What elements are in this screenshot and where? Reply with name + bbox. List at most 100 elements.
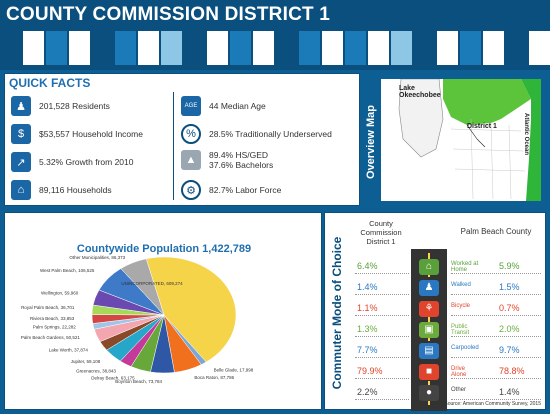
district-value: 6.4% (357, 261, 378, 271)
county-value: 1.4% (499, 387, 520, 397)
fact-residents: ♟ 201,528 Residents (11, 96, 110, 116)
row-divider (451, 273, 541, 274)
commuter-panel: Commuter Mode of Choice County Commissio… (324, 212, 546, 411)
header-tile (414, 31, 435, 65)
commuter-side-title-wrap: Commuter Mode of Choice (327, 213, 347, 411)
header-tile (276, 31, 297, 65)
mode-label: Public Transit (451, 324, 470, 336)
district-pointer (466, 124, 486, 148)
row-divider (355, 399, 409, 400)
row-divider (451, 336, 541, 337)
fact-text: $53,557 Household Income (39, 129, 143, 139)
pie-label: Palm Springs, 22,282 (33, 324, 77, 329)
header-tile (184, 31, 205, 65)
overview-label: Overview Map (365, 105, 377, 179)
header-tile (506, 31, 527, 65)
fact-underserved: % 28.5% Traditionally Underserved (181, 124, 332, 144)
header-tile (253, 31, 274, 65)
pie-label: Wellington, 59,960 (41, 290, 79, 295)
commuter-side-title: Commuter Mode of Choice (330, 236, 344, 390)
header-tile (115, 31, 136, 65)
quick-facts-divider (173, 92, 174, 200)
fact-text: 28.5% Traditionally Underserved (209, 129, 332, 139)
header-tile (46, 31, 67, 65)
county-value: 78.8% (499, 366, 525, 376)
mode-label: Drive Alone (451, 366, 467, 378)
header-tile (391, 31, 412, 65)
pie-label: Boynton Beach, 73,784 (115, 379, 162, 384)
row-divider (355, 357, 409, 358)
fact-text: 44 Median Age (209, 101, 266, 111)
growth-chart-icon: ↗ (11, 152, 31, 172)
header-tiles (0, 31, 550, 65)
pie-label: Jupiter, 59,108 (71, 359, 101, 364)
mode-label: Bicycle (451, 303, 471, 309)
header-tile (529, 31, 550, 65)
pie-label: UNINCORPORATED, 609,274 (121, 281, 183, 286)
header-tile (345, 31, 366, 65)
district-value: 1.1% (357, 303, 378, 313)
header-tile (23, 31, 44, 65)
header-tile (92, 31, 113, 65)
fact-text: 5.32% Growth from 2010 (39, 157, 134, 167)
row-divider (451, 399, 541, 400)
age-icon: AGE (181, 96, 201, 116)
fact-text-bachelors: 37.6% Bachelors (209, 160, 274, 170)
mode-label: Worked at Home (451, 261, 479, 273)
mode-label: Other (451, 387, 467, 393)
header-tile (460, 31, 481, 65)
lake-label: Lake Okeechobee (399, 85, 441, 99)
county-value: 2.0% (499, 324, 520, 334)
header-tile (230, 31, 251, 65)
house-icon: ⌂ (11, 180, 31, 200)
header-tile (207, 31, 228, 65)
district-area (443, 79, 531, 125)
graduation-cap-icon: ▲ (181, 150, 201, 170)
overview-label-wrap: Overview Map (361, 83, 381, 201)
pie-label: Boca Raton, 87,786 (194, 375, 234, 380)
district-value: 2.2% (357, 387, 378, 397)
header: COUNTY COMMISSION DISTRICT 1 (0, 0, 550, 70)
page-title: COUNTY COMMISSION DISTRICT 1 (6, 4, 331, 25)
road-lines (450, 118, 526, 200)
header-tile (299, 31, 320, 65)
countywide-population-panel: Countywide Population 1,422,789 UNINCORP… (4, 212, 322, 410)
row-divider (355, 336, 409, 337)
row-divider (355, 273, 409, 274)
fact-labor-force: ⚙ 82.7% Labor Force (181, 180, 281, 200)
pie-slice (120, 258, 165, 316)
bicycle-icon: ⚘ (419, 301, 439, 317)
row-divider (355, 294, 409, 295)
col-head-district: County Commission District 1 (360, 219, 402, 246)
lake-shape (398, 79, 444, 158)
other-vehicle-icon: ● (419, 385, 439, 401)
col-head-county: Palm Beach County (460, 227, 532, 236)
overview-map: Lake Okeechobee District 1 Atlantic Ocea… (381, 79, 541, 201)
data-source: Data Source: American Community Survey, … (432, 401, 541, 407)
pie-label: Belle Glade, 17,998 (214, 368, 254, 373)
fact-median-age: AGE 44 Median Age (181, 96, 266, 116)
county-value: 5.9% (499, 261, 520, 271)
pie-slice (145, 256, 237, 363)
row-divider (355, 378, 409, 379)
house-icon: ⌂ (419, 259, 439, 275)
county-value: 0.7% (499, 303, 520, 313)
ocean-label: Atlantic Ocean (523, 113, 529, 156)
fact-text: 89,116 Households (39, 185, 112, 195)
overview-panel: Overview Map Lake Okeechobee District 1 … (363, 73, 546, 206)
fact-education: ▲ 89.4% HS/GED 37.6% Bachelors (181, 150, 273, 170)
pie-label: Lake Worth, 37,874 (49, 347, 89, 352)
header-tile (437, 31, 458, 65)
map-svg (381, 79, 541, 201)
pie-label: Other Municipalities, 86,373 (69, 255, 125, 260)
mode-label: Carpooled (451, 345, 479, 351)
quick-facts-panel: QUICK FACTS ♟ 201,528 Residents $ $53,55… (4, 73, 360, 206)
district-value: 7.7% (357, 345, 378, 355)
pie-label: Palm Beach Gardens, 50,521 (21, 335, 81, 340)
lane-marking (428, 317, 430, 325)
row-divider (451, 294, 541, 295)
row-divider (451, 357, 541, 358)
county-value: 1.5% (499, 282, 520, 292)
pie-label: Royal Palm Beach, 36,701 (21, 305, 75, 310)
